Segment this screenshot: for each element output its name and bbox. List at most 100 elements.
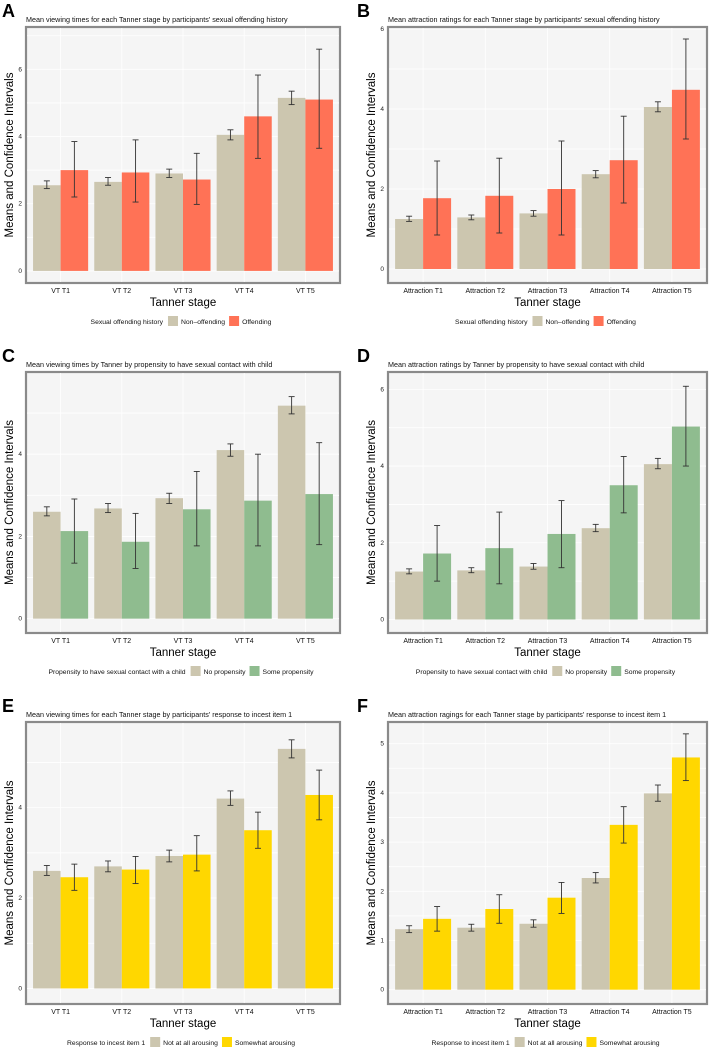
y-tick-label: 4	[18, 805, 22, 812]
bar	[216, 134, 245, 271]
chart-title: Mean viewing times by Tanner by propensi…	[26, 360, 272, 369]
x-tick-label: VT T4	[235, 288, 254, 295]
y-tick-label: 6	[18, 66, 22, 73]
error-bar	[71, 141, 78, 198]
error-bar	[468, 567, 475, 574]
panel-letter: D	[357, 346, 370, 366]
x-tick-label: Attraction T2	[466, 638, 506, 645]
legend: Sexual offending history Non–offending Off…	[455, 316, 636, 326]
error-bar	[496, 157, 503, 234]
chart-svg: E Mean viewing times for each Tanner stag…	[2, 696, 342, 1047]
panel-b: B Mean attraction ratings for each Tanner…	[355, 0, 709, 340]
error-bar	[288, 90, 295, 106]
panel-letter: B	[357, 1, 370, 21]
x-tick-label: VT T1	[51, 288, 70, 295]
error-bar	[434, 906, 441, 932]
bar	[94, 181, 122, 271]
error-bar	[530, 210, 537, 217]
chart-title: Mean attraction ratings by Tanner by pro…	[388, 360, 644, 369]
panel-letter: E	[2, 696, 14, 716]
chart-title: Mean attraction ragings for each Tanner …	[388, 710, 666, 719]
legend-swatch	[532, 316, 543, 326]
error-bar	[166, 168, 173, 178]
error-bar	[592, 872, 599, 884]
error-bar	[316, 48, 323, 149]
bar	[643, 793, 672, 990]
bar	[643, 464, 672, 620]
y-tick-label: 6	[380, 26, 384, 33]
error-bar	[406, 215, 413, 222]
bar	[33, 870, 61, 989]
bar	[395, 929, 424, 990]
x-tick-label: Attraction T4	[590, 1009, 630, 1016]
x-tick-label: Attraction T5	[652, 288, 692, 295]
y-tick-label: 2	[380, 540, 384, 547]
bar	[519, 566, 548, 620]
error-bar	[105, 503, 112, 514]
panel-letter: F	[357, 696, 368, 716]
y-tick-label: 4	[18, 451, 22, 458]
error-bar	[434, 525, 441, 582]
x-axis-label: Tanner stage	[150, 1018, 217, 1030]
x-axis-label: Tanner stage	[150, 297, 217, 309]
y-tick-label: 2	[18, 201, 22, 208]
x-tick-label: VT T3	[174, 638, 193, 645]
bar	[277, 748, 306, 989]
error-bar	[316, 442, 323, 546]
legend-swatch	[229, 316, 240, 326]
error-bar	[682, 385, 689, 467]
legend-label: Somewhat arousing	[599, 1040, 659, 1047]
legend-swatch	[611, 666, 622, 676]
legend-swatch	[150, 1037, 161, 1047]
chart-title: Mean attraction ratings for each Tanner …	[388, 15, 660, 24]
x-tick-label: VT T4	[235, 638, 254, 645]
legend-label: Not at all arousing	[528, 1040, 583, 1047]
y-tick-label: 1	[380, 937, 384, 944]
error-bar	[682, 38, 689, 140]
error-bar	[558, 140, 565, 236]
error-bar	[530, 563, 537, 570]
legend-swatch	[167, 316, 178, 326]
error-bar	[193, 152, 200, 205]
bar	[277, 97, 306, 271]
bar	[457, 927, 486, 990]
x-tick-label: Attraction T3	[528, 288, 568, 295]
x-tick-label: VT T2	[112, 638, 131, 645]
legend-title: Response to incest item 1	[67, 1040, 145, 1047]
y-tick-label: 0	[18, 985, 22, 992]
legend-label: Non–offending	[545, 319, 589, 326]
bar	[609, 824, 638, 990]
bar	[60, 877, 89, 989]
x-tick-label: Attraction T1	[403, 288, 443, 295]
panel-d: D Mean attraction ratings by Tanner by pr…	[355, 345, 709, 690]
panel-letter: C	[2, 346, 15, 366]
error-bar	[227, 129, 234, 141]
chart-svg: A Mean viewing times for each Tanner stag…	[2, 1, 342, 326]
legend-label: Not at all arousing	[163, 1040, 218, 1047]
y-tick-label: 4	[18, 134, 22, 141]
bar	[183, 854, 211, 989]
panel-e: E Mean viewing times for each Tanner stag…	[0, 695, 354, 1061]
error-bar	[592, 170, 599, 179]
bar	[216, 450, 245, 619]
error-bar	[434, 160, 441, 236]
x-tick-label: Attraction T4	[590, 638, 630, 645]
bar	[581, 878, 610, 990]
chart-svg: C Mean viewing times by Tanner by propens…	[2, 346, 342, 676]
y-tick-label: 4	[380, 463, 384, 470]
bar	[244, 830, 272, 989]
x-tick-label: VT T4	[235, 1009, 254, 1016]
bar	[33, 185, 61, 271]
bar	[457, 570, 486, 620]
legend-title: Propensity to have sexual contact with c…	[416, 669, 548, 676]
error-bar	[105, 177, 112, 186]
y-axis-label: Means and Confidence Intervals	[4, 780, 16, 945]
error-bar	[254, 453, 261, 547]
error-bar	[43, 865, 50, 876]
x-tick-label: VT T2	[112, 288, 131, 295]
bar	[581, 528, 610, 620]
panel-letter: A	[2, 1, 15, 21]
x-tick-label: VT T5	[296, 638, 315, 645]
y-tick-label: 0	[18, 268, 22, 275]
bar	[305, 794, 333, 989]
